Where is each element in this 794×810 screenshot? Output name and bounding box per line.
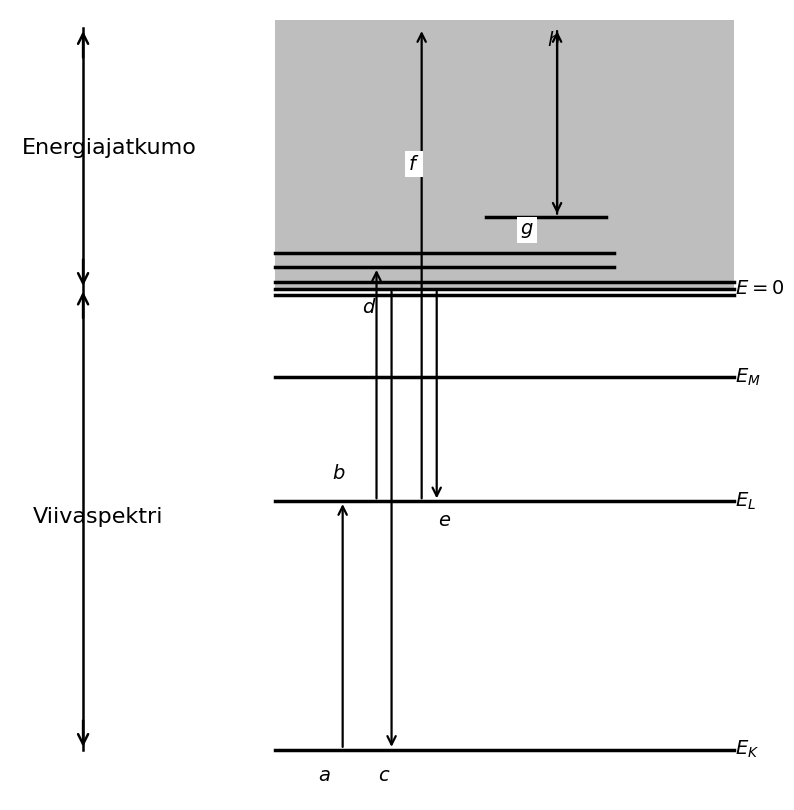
Text: $E_K$: $E_K$ — [735, 739, 760, 761]
Text: $c$: $c$ — [378, 767, 391, 785]
Text: $h$: $h$ — [547, 31, 560, 49]
Text: $E_L$: $E_L$ — [735, 491, 757, 512]
Text: Viivaspektri: Viivaspektri — [33, 507, 164, 527]
Text: $f$: $f$ — [408, 155, 420, 174]
Text: Energiajatkumo: Energiajatkumo — [22, 139, 197, 159]
Text: $b$: $b$ — [332, 463, 345, 483]
Text: $g$: $g$ — [520, 221, 534, 240]
Text: $e$: $e$ — [437, 512, 451, 531]
Text: $E = 0$: $E = 0$ — [735, 279, 784, 298]
Bar — [275, 20, 734, 288]
Text: $d$: $d$ — [362, 298, 376, 317]
Text: $a$: $a$ — [318, 767, 330, 785]
Text: $E_M$: $E_M$ — [735, 366, 761, 388]
